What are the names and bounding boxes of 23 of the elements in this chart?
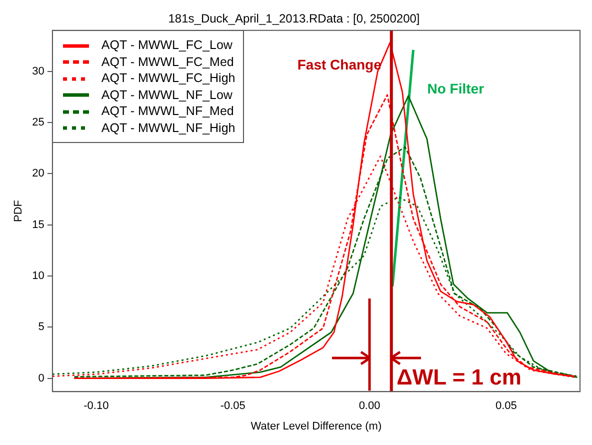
y-tick-label: 20 <box>32 168 44 180</box>
legend-label: AQT - MWWL_NF_Med <box>101 103 234 120</box>
legend-label: AQT - MWWL_FC_High <box>101 70 236 87</box>
y-tick-label: 25 <box>32 116 44 129</box>
y-tick-label: 30 <box>32 65 44 78</box>
x-tick-label: 0.05 <box>495 400 517 412</box>
annotation: Fast Change <box>297 56 382 72</box>
legend-label: AQT - MWWL_NF_Low <box>101 86 232 104</box>
annotation: No Filter <box>427 80 485 96</box>
annotation: ΔWL = 1 cm <box>396 364 522 390</box>
x-tick-label: 0.00 <box>358 400 380 412</box>
y-tick-label: 10 <box>32 270 44 282</box>
legend-label: AQT - MWWL_FC_Med <box>101 54 234 70</box>
x-tick-label: -0.05 <box>220 400 246 412</box>
y-tick-label: 5 <box>38 321 44 334</box>
chart-title: 181s_Duck_April_1_2013.RData : [0, 2500200] <box>168 12 420 26</box>
y-tick-label: 0 <box>38 372 44 384</box>
x-axis-title: Water Level Difference (m) <box>250 420 382 432</box>
legend-label: AQT - MWWL_FC_Low <box>101 37 232 54</box>
x-tick-label: -0.10 <box>84 400 109 412</box>
y-tick-label: 15 <box>32 218 44 231</box>
y-axis-title: PDF <box>12 200 25 222</box>
legend-label: AQT - MWWL_NF_High <box>101 120 236 136</box>
